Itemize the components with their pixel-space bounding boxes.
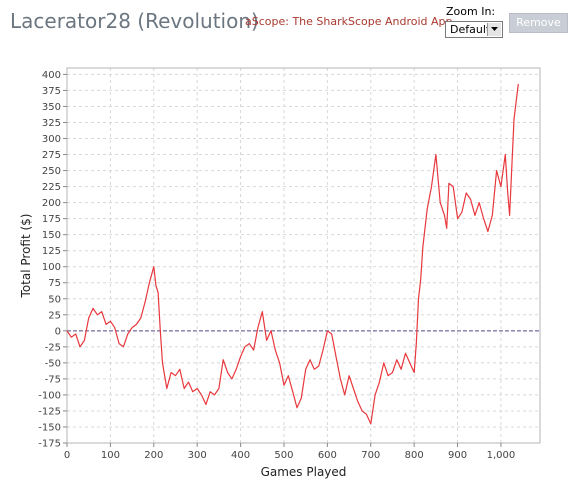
y-tick-label: 250 xyxy=(42,166,61,177)
zoom-select-value: Default xyxy=(450,23,491,36)
y-tick-label: -175 xyxy=(38,439,61,450)
x-tick-label: 0 xyxy=(64,450,70,461)
y-tick-label: 0 xyxy=(55,326,61,337)
x-tick-label: 500 xyxy=(274,450,293,461)
zoom-label: Zoom In: xyxy=(446,5,496,18)
y-tick-label: -25 xyxy=(45,342,61,353)
x-tick-label: 400 xyxy=(231,450,250,461)
y-tick-label: 400 xyxy=(42,70,61,81)
y-tick-label: 100 xyxy=(42,262,61,273)
y-tick-label: 200 xyxy=(42,198,61,209)
y-tick-label: 25 xyxy=(48,310,61,321)
y-tick-label: 300 xyxy=(42,134,61,145)
y-tick-label: 150 xyxy=(42,230,61,241)
series-line xyxy=(66,83,519,425)
x-tick-label: 700 xyxy=(361,450,380,461)
y-tick-label: 350 xyxy=(42,102,61,113)
y-tick-label: 225 xyxy=(42,182,61,193)
y-tick-label: 50 xyxy=(48,294,61,305)
x-tick-label: 1,000 xyxy=(487,450,516,461)
y-tick-label: -75 xyxy=(45,374,61,385)
y-axis-title: Total Profit ($) xyxy=(19,214,33,299)
zoom-select[interactable]: Default xyxy=(445,21,503,38)
x-tick-label: 900 xyxy=(448,450,467,461)
y-tick-label: 375 xyxy=(42,86,61,97)
x-tick-label: 100 xyxy=(101,450,120,461)
profit-chart: -175 -150 -125 -100 -75 -50 -25 0 25 50 75 100 125 15… xyxy=(19,67,541,479)
y-tick-label: 75 xyxy=(48,278,61,289)
plot-border xyxy=(66,67,541,444)
y-tick-label: -125 xyxy=(38,406,61,417)
y-tick-label: 175 xyxy=(42,214,61,225)
x-tick-label: 600 xyxy=(318,450,337,461)
y-tick-label: 275 xyxy=(42,150,61,161)
remove-button[interactable]: Remove xyxy=(509,13,568,33)
y-tick-label: -50 xyxy=(45,358,61,369)
y-tick-label: -150 xyxy=(38,422,61,433)
x-tick-label: 300 xyxy=(188,450,207,461)
x-axis-title: Games Played xyxy=(261,465,347,479)
chevron-down-icon[interactable] xyxy=(487,23,501,36)
y-tick-label: 325 xyxy=(42,118,61,129)
y-tick-label: -100 xyxy=(38,390,61,401)
x-tick-label: 800 xyxy=(405,450,424,461)
page-title: Lacerator28 (Revolution) xyxy=(10,9,259,33)
y-tick-label: 125 xyxy=(42,246,61,257)
promo-link[interactable]: aScope: The SharkScope Android App xyxy=(245,15,453,28)
x-tick-label: 200 xyxy=(144,450,163,461)
